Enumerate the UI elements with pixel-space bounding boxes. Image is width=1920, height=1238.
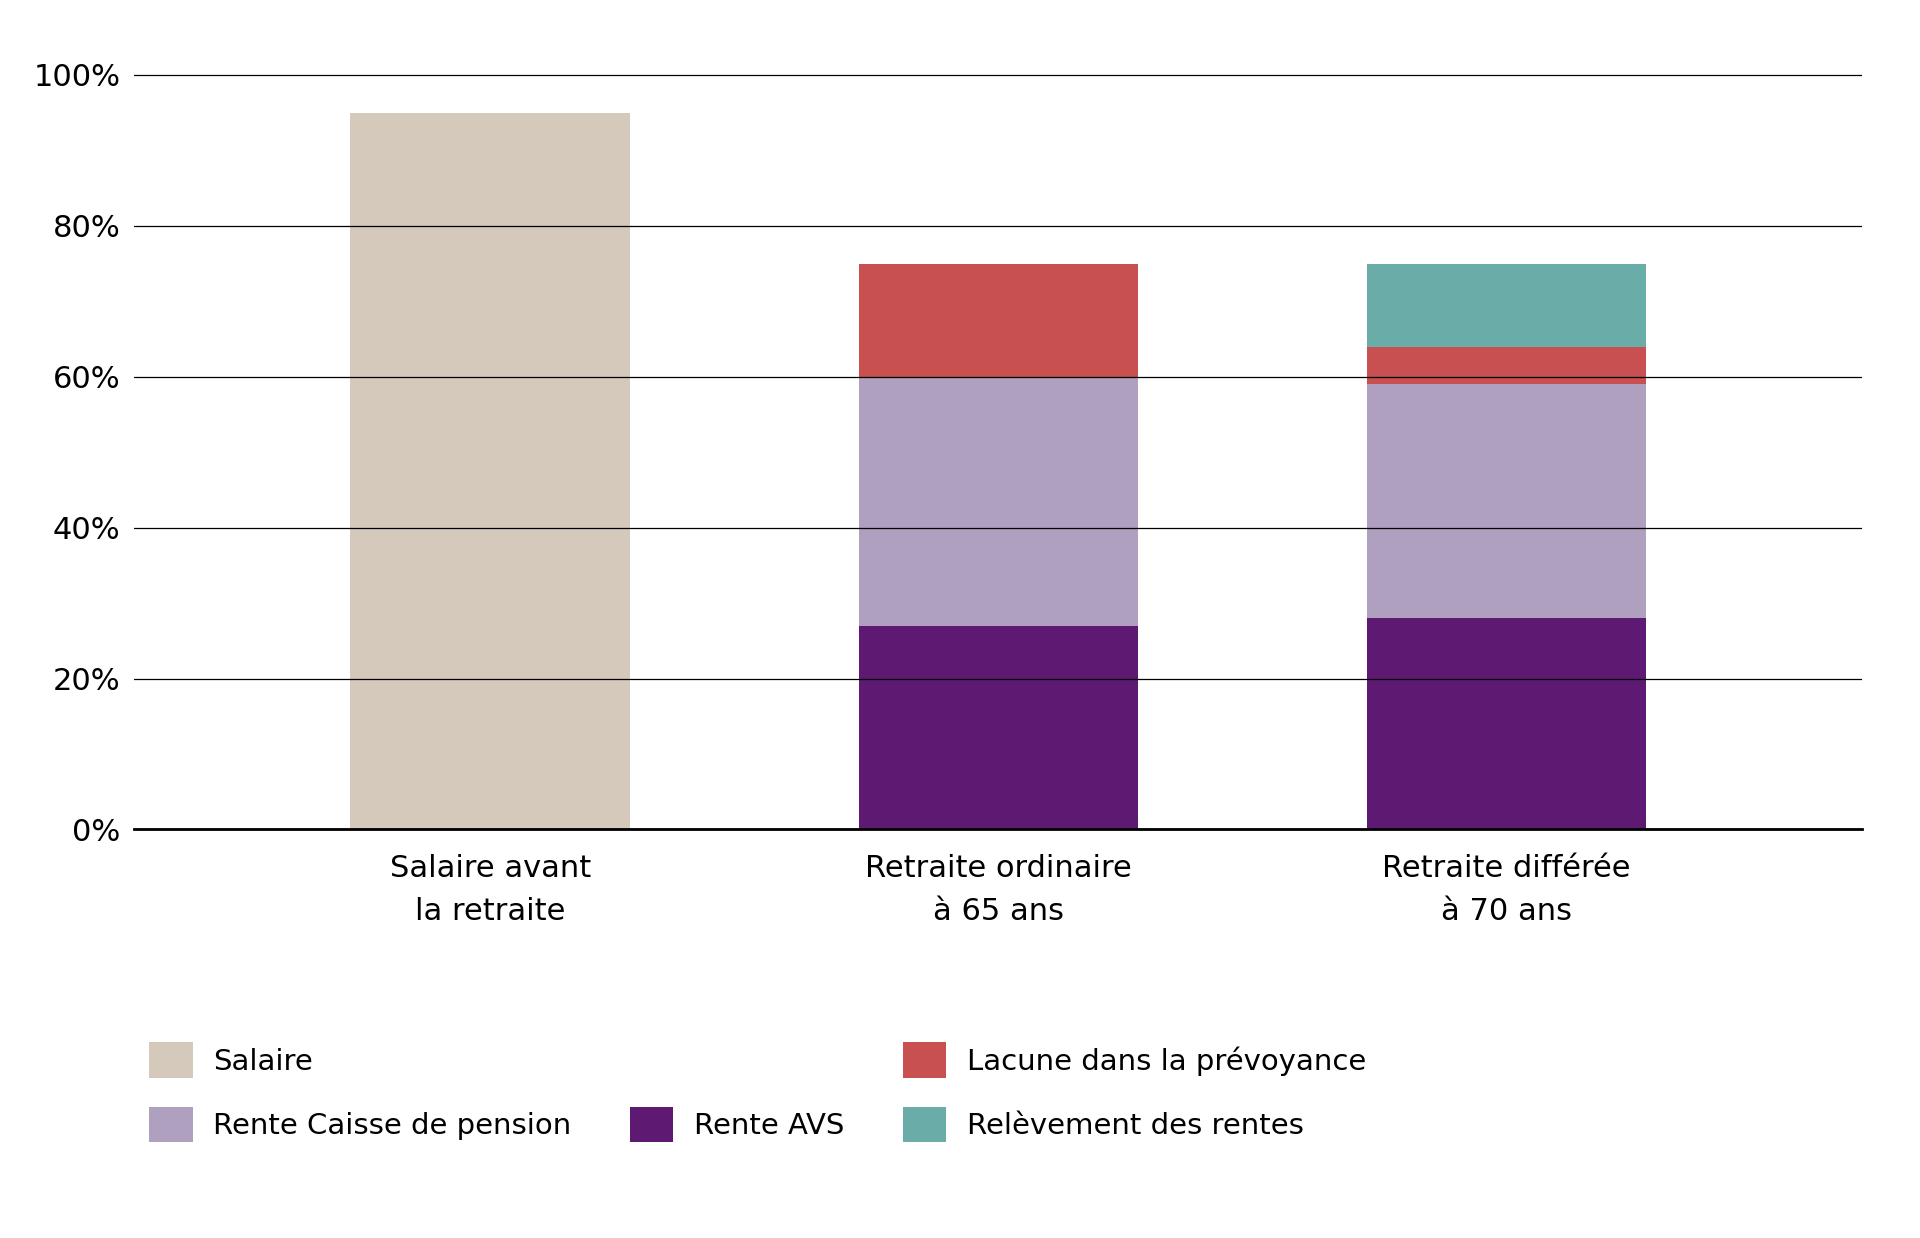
Bar [1367, 384, 1645, 618]
Bar [349, 113, 630, 829]
Bar [1367, 347, 1645, 384]
Bar [858, 625, 1139, 829]
Bar [858, 264, 1139, 376]
Bar [1367, 264, 1645, 347]
Bar [858, 376, 1139, 625]
Legend: Salaire, Rente Caisse de pension, , Rente AVS, Lacune dans la prévoyance, Relève: Salaire, Rente Caisse de pension, , Rent… [150, 1042, 1365, 1143]
Bar [1367, 618, 1645, 829]
